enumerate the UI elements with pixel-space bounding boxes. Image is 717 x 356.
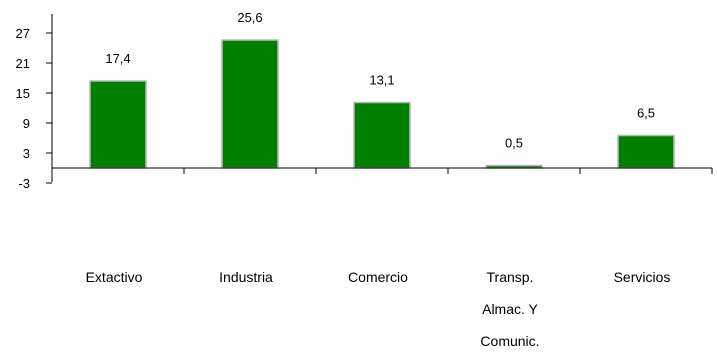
data-label: 13,1 (369, 73, 394, 88)
y-tick-label: 9 (23, 116, 30, 131)
y-tick-label: 15 (16, 86, 30, 101)
data-label: 0,5 (505, 136, 523, 151)
y-tick-label: 3 (23, 146, 30, 161)
bar (353, 101, 411, 169)
category-label-line: Transp. (487, 269, 534, 285)
data-label: 6,5 (637, 106, 655, 121)
data-label: 25,6 (237, 10, 262, 25)
category-label-line: Almac. Y (482, 301, 538, 317)
category-label: Transp. Almac. Y Comunic. (480, 269, 539, 349)
data-labels: 17,4 25,6 13,1 0,5 6,5 (105, 10, 655, 151)
bars (89, 39, 675, 169)
category-label: Servicios (614, 269, 671, 285)
x-axis (52, 167, 713, 174)
category-label-line: Comercio (348, 269, 408, 285)
data-label: 17,4 (105, 51, 130, 66)
category-label-line: Servicios (614, 269, 671, 285)
category-label-line: Comunic. (480, 333, 539, 349)
bar (617, 134, 675, 169)
y-axis: 27 21 15 9 3 -3 (16, 14, 53, 191)
y-tick-label: 27 (16, 26, 30, 41)
category-labels: Extactivo Industria Comercio Transp. Almac. … (86, 269, 671, 349)
category-label-line: Industria (219, 269, 273, 285)
bar (89, 80, 147, 169)
y-tick-label: -3 (18, 176, 30, 191)
category-label: Extactivo (86, 269, 143, 285)
y-tick-label: 21 (16, 56, 30, 71)
category-label: Industria (219, 269, 273, 285)
bar (221, 39, 279, 169)
category-label: Comercio (348, 269, 408, 285)
category-label-line: Extactivo (86, 269, 143, 285)
